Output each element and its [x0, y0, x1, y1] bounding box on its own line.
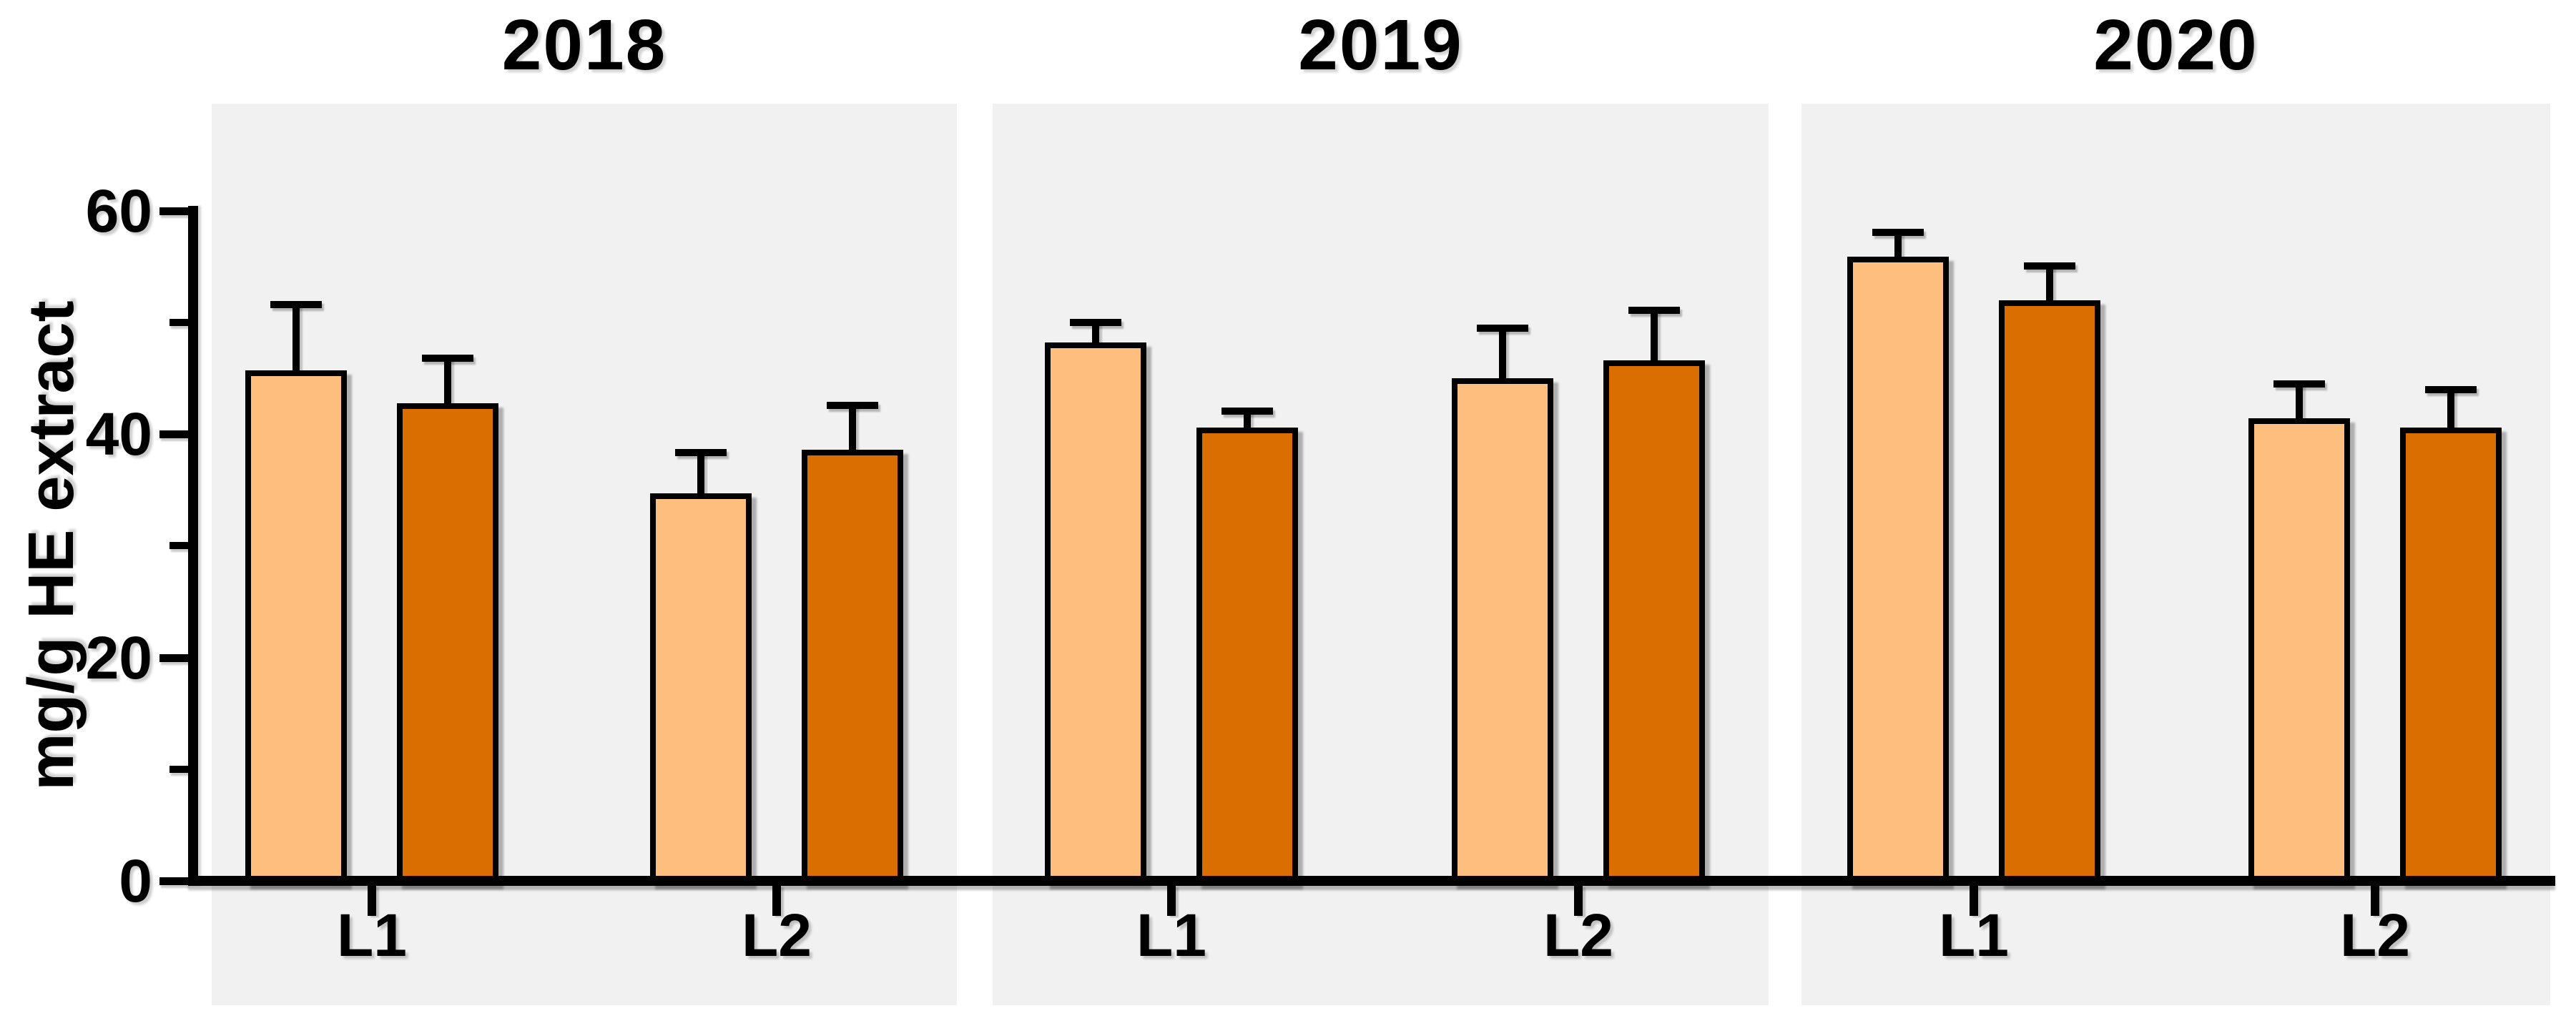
y-tick-label: 60	[85, 177, 152, 245]
panel-title: 2018	[501, 5, 667, 85]
error-bar-stem	[292, 305, 300, 391]
y-major-tick	[159, 654, 188, 662]
bar-light-orange	[650, 493, 752, 885]
y-tick-label: 40	[85, 400, 152, 468]
bar-dark-orange	[2400, 428, 2502, 885]
panel-title: 2020	[2093, 5, 2258, 85]
error-bar-stem	[2447, 390, 2454, 448]
x-axis-tick	[1970, 886, 1978, 916]
y-minor-tick	[169, 319, 188, 326]
y-major-tick	[159, 430, 188, 438]
y-axis-title: mg/g HE extract	[16, 300, 87, 791]
error-bar-stem	[2046, 266, 2053, 321]
y-major-tick	[159, 877, 188, 885]
y-tick-label: 0	[119, 847, 152, 914]
bar-dark-orange	[397, 403, 498, 885]
y-axis-line	[188, 206, 198, 886]
x-axis-tick	[368, 886, 376, 916]
x-axis-tick	[2371, 886, 2379, 916]
error-bar-stem	[1894, 232, 1902, 277]
error-bar-stem	[1499, 328, 1506, 399]
y-major-tick	[159, 207, 188, 215]
bar-dark-orange	[1603, 360, 1705, 885]
y-minor-tick	[169, 766, 188, 773]
y-tick-label: 20	[85, 624, 152, 691]
bar-light-orange	[1045, 342, 1146, 885]
bar-light-orange	[1847, 257, 1949, 885]
error-bar-stem	[849, 405, 856, 470]
error-bar-stem	[444, 358, 451, 424]
bar-light-orange	[1452, 378, 1553, 885]
bar-dark-orange	[802, 450, 903, 885]
bar-dark-orange	[1999, 300, 2100, 885]
bar-light-orange	[245, 370, 347, 885]
error-bar-stem	[2296, 384, 2303, 439]
x-axis-line	[188, 876, 2555, 886]
panel-title: 2019	[1298, 5, 1463, 85]
x-axis-tick	[1574, 886, 1583, 916]
x-axis-tick	[772, 886, 781, 916]
y-minor-tick	[169, 542, 188, 549]
error-bar-stem	[697, 453, 704, 514]
error-bar-stem	[1651, 310, 1658, 381]
x-axis-tick	[1167, 886, 1176, 916]
bar-light-orange	[2248, 418, 2350, 885]
bar-dark-orange	[1196, 428, 1298, 885]
